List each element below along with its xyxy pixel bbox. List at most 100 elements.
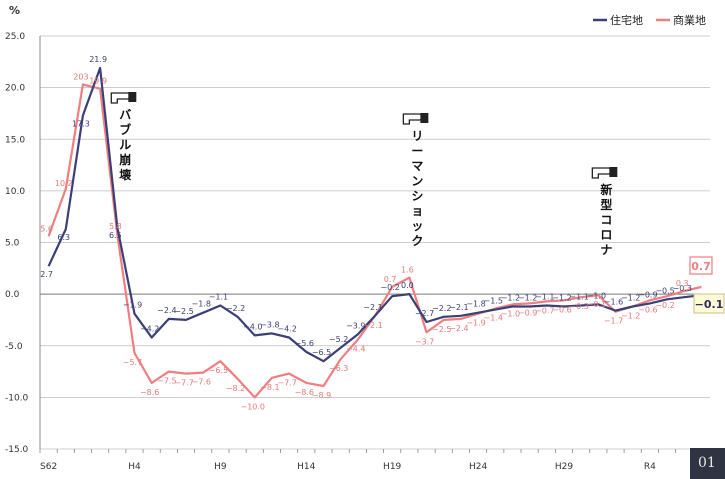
data-label: −7.7 bbox=[277, 379, 296, 388]
page-number: 01 bbox=[690, 448, 725, 479]
data-label: −8.9 bbox=[312, 391, 331, 400]
data-label: −5.2 bbox=[329, 335, 348, 344]
data-label: −0.6 bbox=[638, 305, 657, 314]
data-label: −4.0 bbox=[243, 322, 262, 331]
data-label: −0.1 bbox=[587, 300, 606, 309]
data-label: −1.2 bbox=[501, 294, 520, 303]
pointing-hand-icon bbox=[110, 92, 137, 104]
data-label: −2.2 bbox=[226, 304, 245, 313]
data-label: −8.6 bbox=[295, 388, 314, 397]
data-label: −7.6 bbox=[191, 378, 210, 387]
axes: 25.0 20.0 15.0 10.0 5.0 0.0 -5.0 -10.0 -15.0% S62… bbox=[5, 4, 711, 472]
data-label: −2.5 bbox=[174, 307, 193, 316]
data-label: −2.7 bbox=[415, 309, 434, 318]
data-label: −0.6 bbox=[552, 305, 571, 314]
data-label: −1.2 bbox=[621, 294, 640, 303]
data-label: 5.8 bbox=[109, 222, 122, 231]
y-tick-label: 15.0 bbox=[5, 135, 25, 145]
x-tick-label: H4 bbox=[128, 462, 141, 472]
data-label: −6.3 bbox=[329, 364, 348, 373]
svg-text:−0.1: −0.1 bbox=[695, 298, 724, 311]
data-label: −2.4 bbox=[157, 306, 176, 315]
data-label: 1.6 bbox=[401, 266, 414, 275]
data-label: −2.1 bbox=[363, 303, 382, 312]
data-label: −6.5 bbox=[312, 348, 331, 357]
data-label: −3.7 bbox=[415, 337, 434, 346]
annotations: バブル崩壊 リーマンショック 新型コロナ bbox=[110, 92, 618, 257]
data-label: −7.7 bbox=[174, 379, 193, 388]
data-label: −1.7 bbox=[604, 317, 623, 326]
end-callouts: 0.7 −0.1 bbox=[689, 256, 725, 314]
data-label: −5.7 bbox=[123, 358, 142, 367]
y-tick-label: 5.0 bbox=[5, 239, 20, 249]
x-tick-label: S62 bbox=[40, 462, 57, 472]
y-tick-label: -10.0 bbox=[5, 393, 29, 403]
data-label: −0.3 bbox=[569, 302, 588, 311]
event-annotation: 新型コロナ bbox=[600, 182, 612, 257]
legend: 住宅地 商業地 bbox=[593, 13, 706, 27]
y-axis-unit: % bbox=[9, 4, 20, 17]
data-label: −4.4 bbox=[346, 345, 365, 354]
data-label: −8.6 bbox=[140, 388, 159, 397]
gridlines bbox=[40, 35, 710, 450]
data-label: 0.7 bbox=[384, 275, 397, 284]
data-label: 6.5 bbox=[109, 231, 122, 240]
legend-label: 住宅地 bbox=[610, 13, 643, 27]
y-tick-label: 0.0 bbox=[5, 290, 20, 300]
event-annotation: バブル崩壊 bbox=[119, 108, 132, 182]
data-labels: 2.76.317.321.96.5−1.9−4.2−2.4−2.5−1.8−1.… bbox=[40, 55, 692, 411]
data-label: −1.1 bbox=[535, 292, 554, 301]
x-tick-label: H29 bbox=[555, 462, 573, 472]
data-label: 203 bbox=[73, 73, 88, 82]
data-label: −2.2 bbox=[432, 304, 451, 313]
data-label: −2.5 bbox=[432, 325, 451, 334]
data-label: −1.6 bbox=[604, 298, 623, 307]
x-tick-label: H19 bbox=[383, 462, 401, 472]
x-tick-label: H24 bbox=[469, 462, 487, 472]
commercial-end-callout: 0.7 bbox=[689, 256, 713, 275]
y-tick-label: 20.0 bbox=[5, 84, 25, 94]
data-label: −5.6 bbox=[295, 339, 314, 348]
data-label: 0.0 bbox=[401, 281, 414, 290]
data-label: 5.6 bbox=[40, 224, 53, 233]
data-label: −1.9 bbox=[123, 301, 142, 310]
y-tick-label: 25.0 bbox=[5, 32, 25, 42]
data-label: −8.2 bbox=[226, 384, 245, 393]
data-label: −1.1 bbox=[569, 292, 588, 301]
data-label: −1.1 bbox=[209, 292, 228, 301]
data-label: 6.3 bbox=[57, 233, 70, 242]
data-label: −0.7 bbox=[535, 306, 554, 315]
data-label: −2.1 bbox=[449, 303, 468, 312]
data-label: 10.2 bbox=[55, 179, 73, 188]
data-label: −6.5 bbox=[209, 366, 228, 375]
data-label: −4.2 bbox=[277, 324, 296, 333]
data-label: −1.4 bbox=[484, 314, 503, 323]
data-label: −0.2 bbox=[380, 283, 399, 292]
data-label: −7.5 bbox=[157, 377, 176, 386]
data-label: −0.5 bbox=[655, 286, 674, 295]
data-label: −8.1 bbox=[260, 383, 279, 392]
x-tick-label: H14 bbox=[297, 462, 315, 472]
data-label: −1.2 bbox=[552, 294, 571, 303]
data-label: −1.0 bbox=[501, 309, 520, 318]
svg-text:0.7: 0.7 bbox=[691, 260, 711, 273]
pointing-hand-icon bbox=[591, 167, 618, 179]
data-label: −1.9 bbox=[466, 319, 485, 328]
data-label: 0.3 bbox=[676, 279, 689, 288]
data-label: −1.2 bbox=[518, 294, 537, 303]
series-line-residential bbox=[47, 66, 702, 363]
event-annotation: リーマンショック bbox=[411, 129, 423, 248]
data-label: −2.1 bbox=[363, 321, 382, 330]
data-label: −1.5 bbox=[484, 297, 503, 306]
data-label: −1.2 bbox=[621, 312, 640, 321]
data-label: −1.0 bbox=[587, 291, 606, 300]
data-label: −10.0 bbox=[240, 402, 265, 411]
y-tick-label: -15.0 bbox=[5, 445, 29, 455]
data-label: 21.9 bbox=[89, 55, 107, 64]
pointing-hand-icon bbox=[402, 113, 429, 125]
data-label: −3.9 bbox=[346, 321, 365, 330]
data-label: −1.8 bbox=[191, 300, 210, 309]
data-label: −0.9 bbox=[518, 308, 537, 317]
y-tick-label: 10.0 bbox=[5, 187, 25, 197]
